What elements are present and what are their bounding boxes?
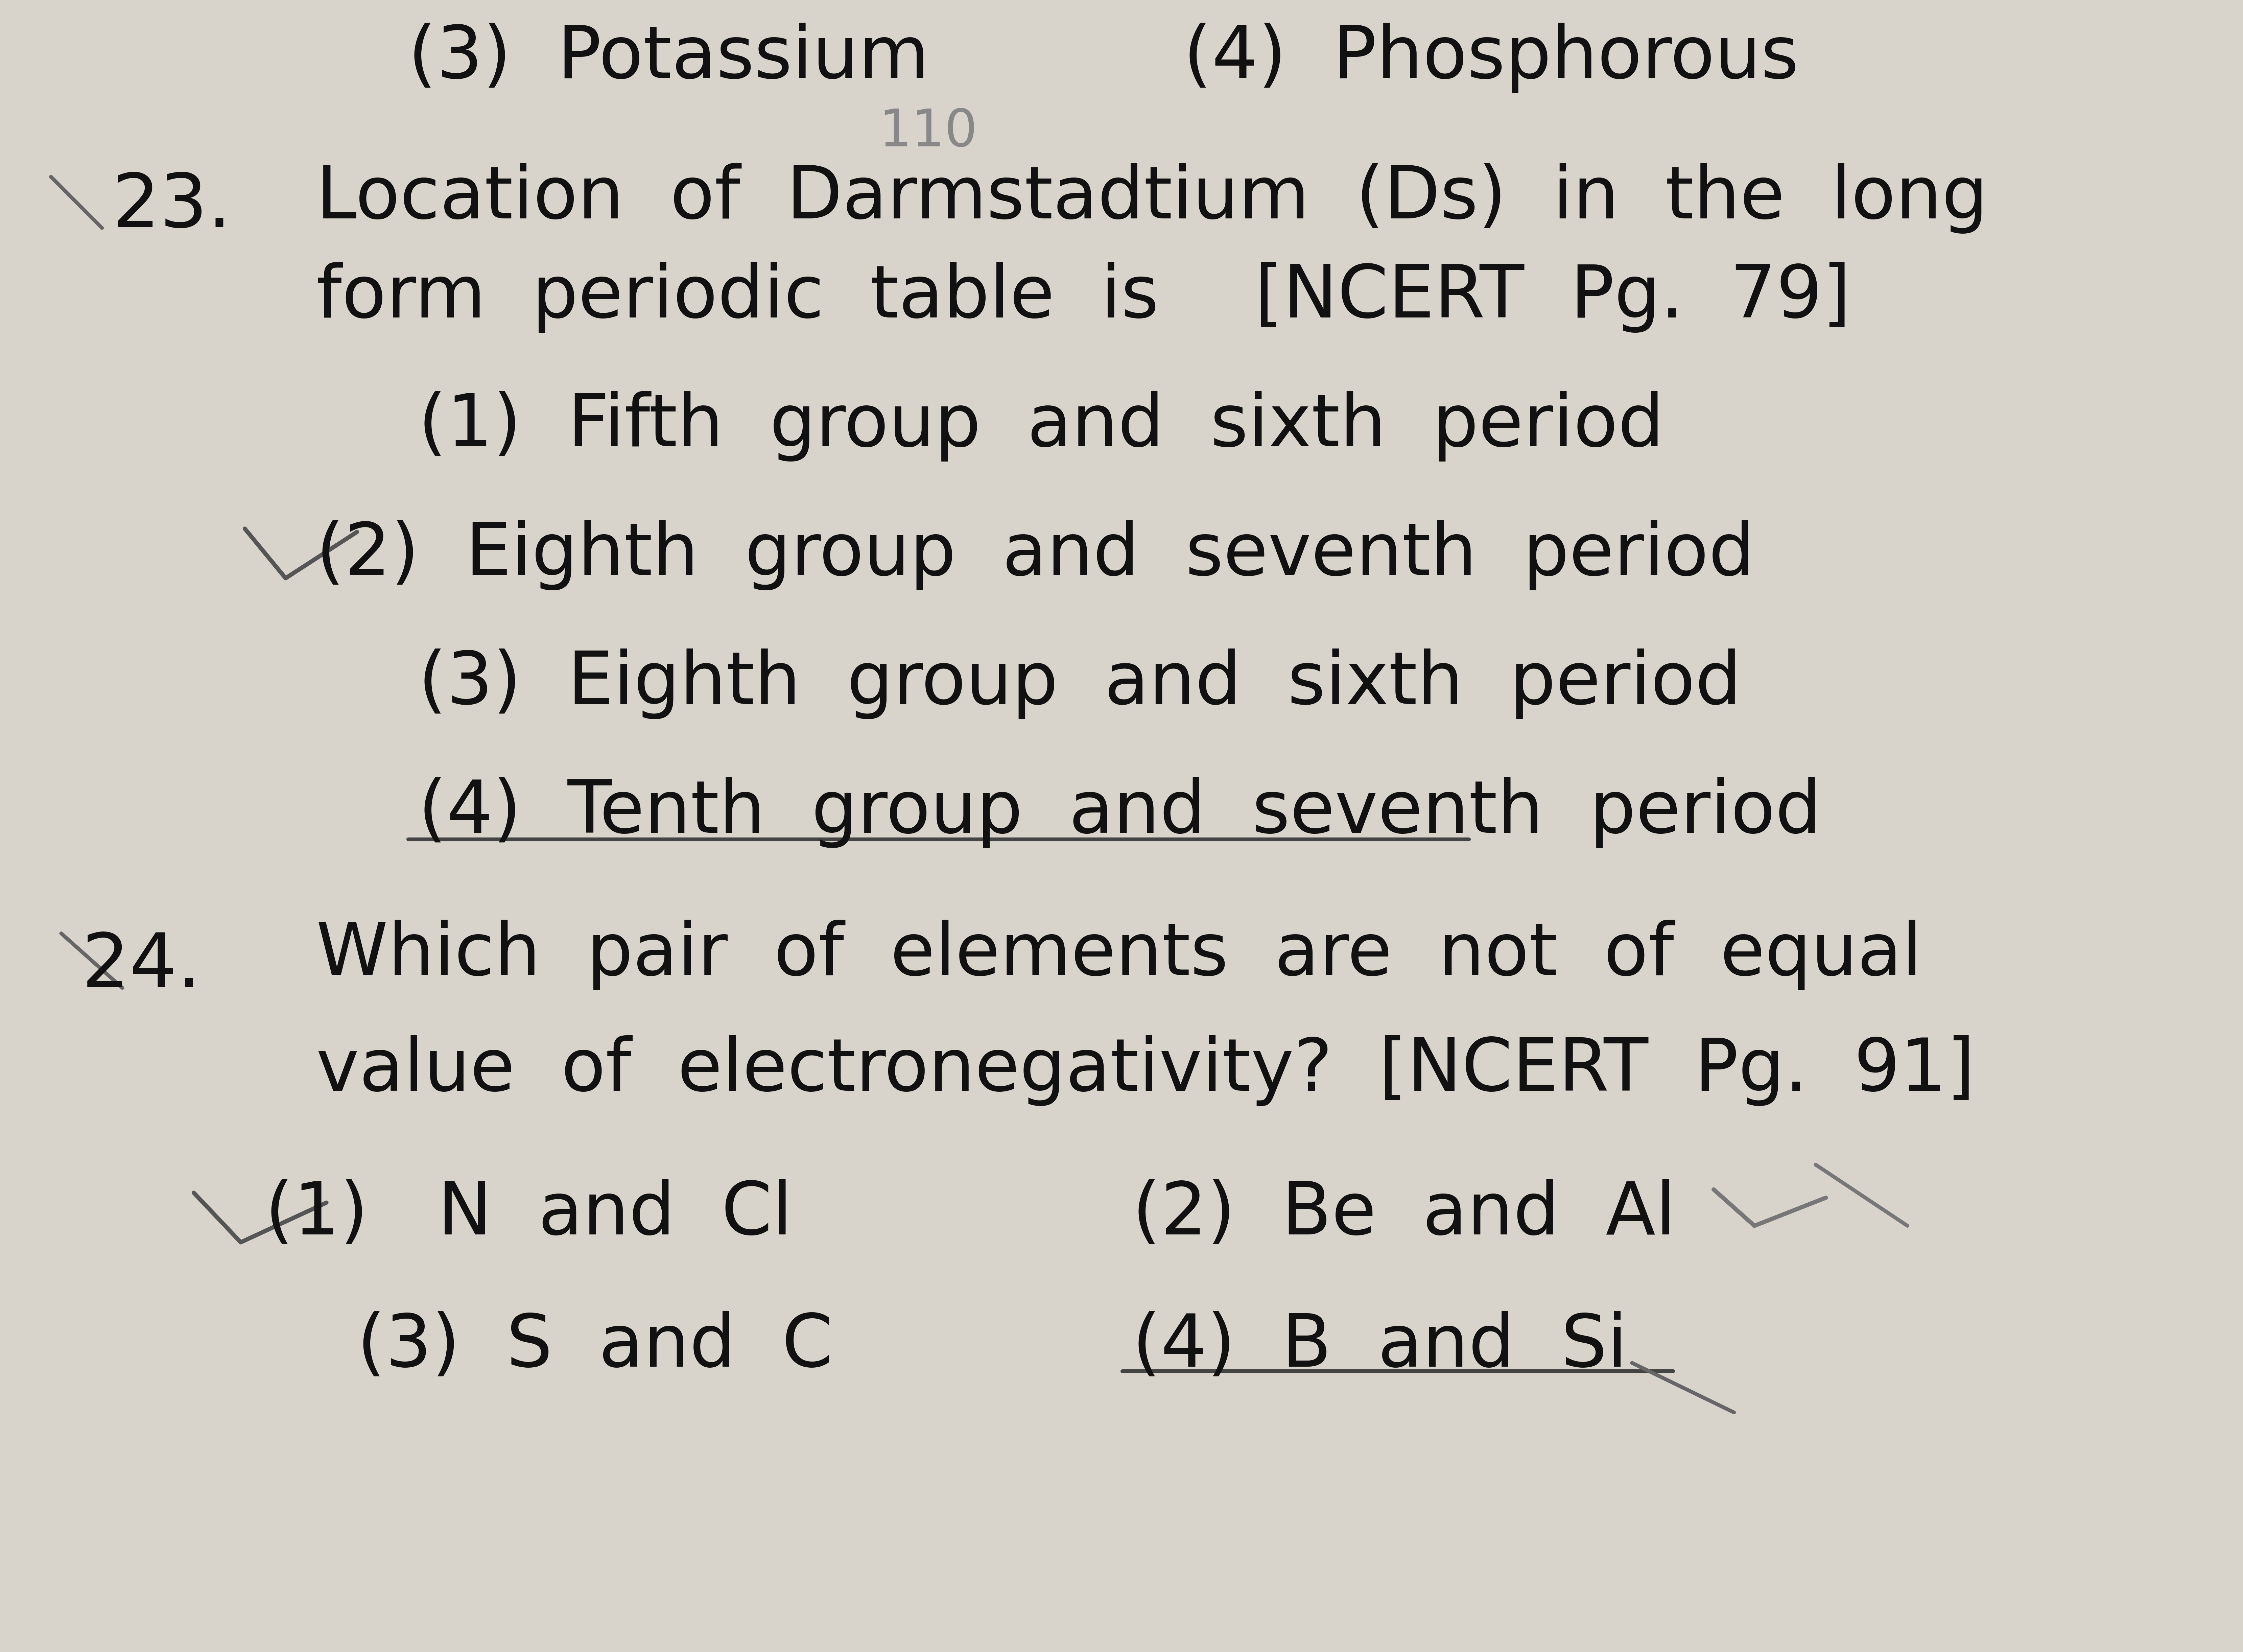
Text: (1)   N  and  Cl: (1) N and Cl (265, 1180, 792, 1249)
Text: (2)  Eighth  group  and  seventh  period: (2) Eighth group and seventh period (316, 520, 1754, 590)
Text: (4)  B  and  Si: (4) B and Si (1133, 1312, 1626, 1381)
Text: (3)  Eighth  group  and  sixth  period: (3) Eighth group and sixth period (417, 649, 1741, 719)
Text: (4)  Phosphorous: (4) Phosphorous (1184, 23, 1799, 93)
Text: (4)  Tenth  group  and  seventh  period: (4) Tenth group and seventh period (417, 778, 1821, 847)
Text: [NCERT  Pg.  79]: [NCERT Pg. 79] (1254, 263, 1850, 332)
Text: 23.: 23. (112, 170, 231, 243)
Text: Location  of  Darmstadtium  (Ds)  in  the  long: Location of Darmstadtium (Ds) in the lon… (316, 164, 1987, 233)
Text: (2)  Be  and  Al: (2) Be and Al (1133, 1180, 1676, 1249)
Text: 24.: 24. (81, 930, 202, 1003)
Text: 110: 110 (879, 107, 978, 157)
Text: Which  pair  of  elements  are  not  of  equal: Which pair of elements are not of equal (316, 920, 1922, 990)
Text: (1)  Fifth  group  and  sixth  period: (1) Fifth group and sixth period (417, 392, 1664, 461)
Text: form  periodic  table  is: form periodic table is (316, 263, 1160, 332)
Text: (3)  Potassium: (3) Potassium (408, 23, 929, 93)
Text: (3)  S  and  C: (3) S and C (357, 1312, 832, 1381)
Text: value  of  electronegativity?  [NCERT  Pg.  91]: value of electronegativity? [NCERT Pg. 9… (316, 1036, 1976, 1105)
